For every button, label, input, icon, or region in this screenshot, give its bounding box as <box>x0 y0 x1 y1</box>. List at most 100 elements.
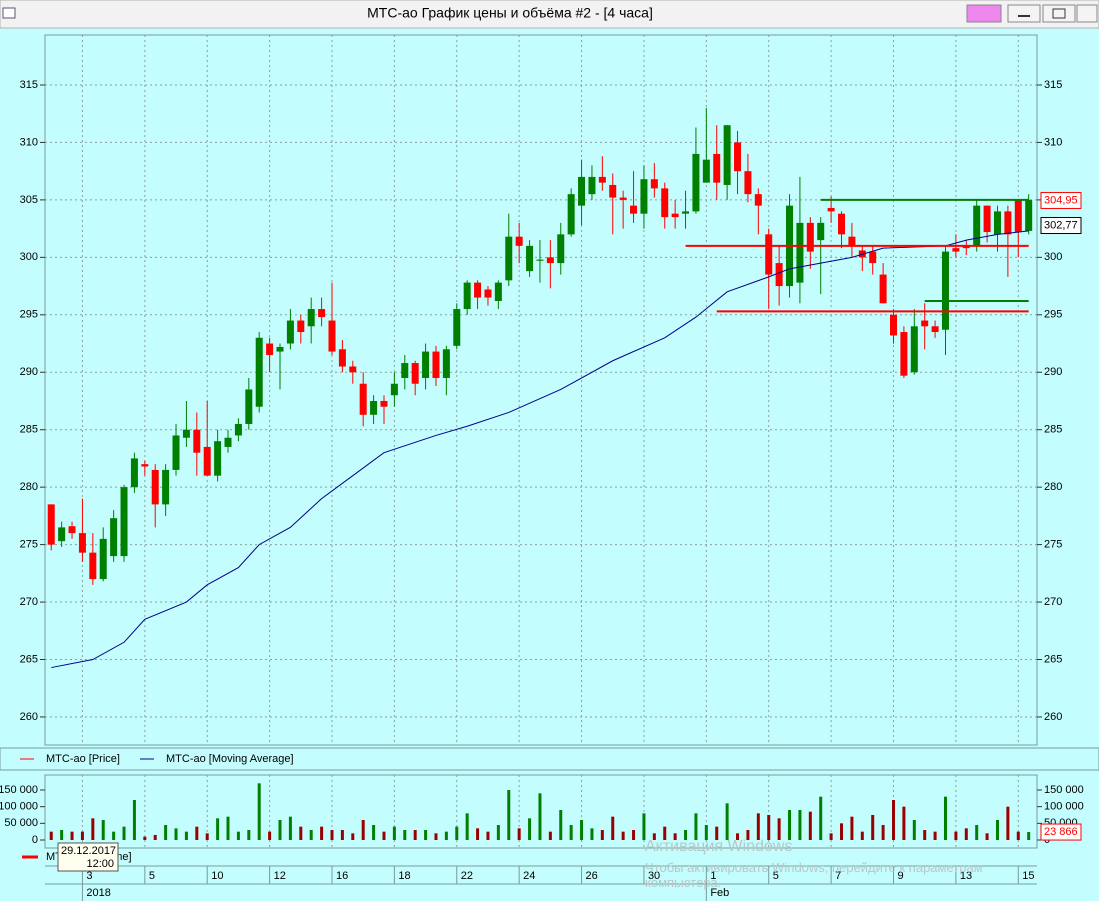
candle-body <box>307 309 315 327</box>
volume-bar <box>299 826 303 840</box>
volume-bar <box>943 796 947 840</box>
candle-body <box>671 213 679 218</box>
candle-body <box>609 184 617 198</box>
volume-bar <box>330 830 334 840</box>
x-tick-label-2: 2018 <box>86 887 110 899</box>
candle-body <box>598 176 606 183</box>
minimize-button[interactable] <box>1007 4 1041 23</box>
volume-bar <box>1027 832 1031 840</box>
volume-bar <box>80 831 84 840</box>
y2-tick-label: 265 <box>1044 653 1062 665</box>
volume-bar <box>881 825 885 840</box>
volume-bar <box>912 820 916 840</box>
volume-bar <box>486 831 490 840</box>
volume-bar <box>60 830 64 840</box>
candle-body <box>848 236 856 246</box>
link-button[interactable] <box>966 4 1002 23</box>
candle-body <box>921 320 929 327</box>
y-tick-label: 265 <box>20 653 38 665</box>
candle-body <box>973 205 981 246</box>
candle-body <box>713 153 721 183</box>
y-tick-label: 305 <box>20 194 38 206</box>
restore-button[interactable] <box>1042 4 1076 23</box>
y-tick-label: 100 000 <box>0 801 38 813</box>
x-tick-label: 10 <box>211 870 223 882</box>
price-label: 304,95 <box>1044 194 1078 206</box>
y-tick-label: 310 <box>20 136 38 148</box>
volume-bar <box>257 783 261 840</box>
candle-body <box>193 429 201 453</box>
x-tick-label: 5 <box>773 870 779 882</box>
candle-body <box>983 205 991 233</box>
candle-body <box>68 526 76 534</box>
volume-bar <box>684 830 688 840</box>
candle-body <box>474 282 482 298</box>
candle-body <box>151 469 159 505</box>
x-tick-label: 12 <box>274 870 286 882</box>
volume-bar <box>392 826 396 840</box>
volume-bar <box>1016 831 1020 840</box>
x-tick-label: 3 <box>86 870 92 882</box>
y2-tick-label: 150 000 <box>1044 784 1084 796</box>
x-tick-label: 15 <box>1022 870 1034 882</box>
volume-bar <box>798 810 802 840</box>
volume-bar <box>309 830 313 840</box>
y2-tick-label: 275 <box>1044 539 1062 551</box>
candle-body <box>349 366 357 373</box>
volume-bar <box>642 813 646 840</box>
candle-body <box>58 527 66 542</box>
candle-body <box>993 211 1001 235</box>
candle-body <box>505 236 513 281</box>
volume-bar <box>538 793 542 840</box>
y-tick-label: 270 <box>20 596 38 608</box>
candle-body <box>453 309 461 346</box>
candle-body <box>879 274 887 304</box>
candle-body <box>214 441 222 476</box>
candle-body <box>869 251 877 264</box>
y2-tick-label: 310 <box>1044 136 1062 148</box>
y2-tick-label: 260 <box>1044 711 1062 723</box>
volume-bar <box>777 818 781 840</box>
watermark-box: Чтобы активировать Windows, перейдите к … <box>645 860 983 890</box>
volume-bar <box>829 833 833 840</box>
volume-bar <box>444 831 448 840</box>
candle-body <box>110 518 118 557</box>
volume-bar <box>788 810 792 840</box>
candle-body <box>536 259 544 261</box>
candle-body <box>318 309 326 318</box>
candle-body <box>47 504 55 545</box>
y-tick-label: 315 <box>20 79 38 91</box>
close-button[interactable] <box>1076 4 1098 23</box>
volume-bar <box>226 816 230 840</box>
legend-strip <box>0 747 1099 771</box>
legend-label: МТС-ао [Price] <box>46 753 120 765</box>
price-label-box <box>1040 191 1082 209</box>
volume-bar <box>756 813 760 840</box>
watermark-text: Чтобы активировать Windows, перейдите к … <box>645 860 983 890</box>
volume-bar <box>819 796 823 840</box>
candle-body <box>359 383 367 415</box>
candle-body <box>494 282 502 302</box>
volume-bar <box>715 826 719 840</box>
volume-bar <box>101 820 105 840</box>
candle-body <box>734 142 742 172</box>
y2-tick-label: 295 <box>1044 309 1062 321</box>
volume-bar <box>559 810 563 840</box>
volume-bar <box>694 813 698 840</box>
tooltip: 29.12.2017 12:00 <box>57 842 119 872</box>
candle-body <box>775 263 783 287</box>
x-tick-label-2: Feb <box>710 887 729 899</box>
title-bar <box>0 0 1099 29</box>
volume-bar <box>652 833 656 840</box>
candle-body <box>817 222 825 241</box>
volume-bar <box>548 831 552 840</box>
candle-body <box>1014 199 1022 233</box>
x-tick-label: 7 <box>835 870 841 882</box>
x-tick-label: 16 <box>336 870 348 882</box>
volume-bar <box>580 820 584 840</box>
volume-bar <box>933 831 937 840</box>
volume-bar <box>507 790 511 840</box>
x-tick-label: 30 <box>648 870 660 882</box>
candle-body <box>952 248 960 252</box>
volume-bar <box>351 833 355 840</box>
